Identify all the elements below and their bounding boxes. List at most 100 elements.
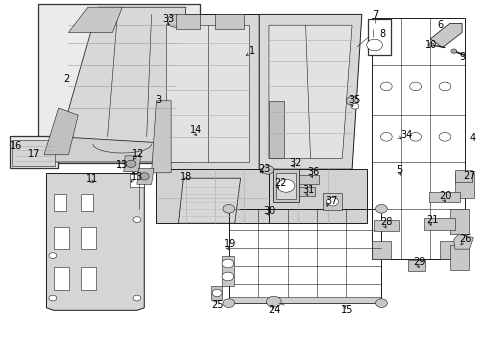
Polygon shape	[453, 234, 472, 249]
Circle shape	[126, 160, 136, 167]
Text: 35: 35	[347, 95, 360, 105]
Text: 19: 19	[224, 239, 236, 249]
Text: 25: 25	[211, 300, 224, 310]
Text: 17: 17	[28, 149, 41, 159]
Polygon shape	[322, 193, 342, 210]
Circle shape	[223, 299, 234, 307]
Polygon shape	[449, 245, 468, 270]
Polygon shape	[222, 256, 233, 286]
Circle shape	[326, 197, 338, 206]
Text: 31: 31	[302, 185, 314, 195]
Circle shape	[366, 39, 382, 51]
Polygon shape	[156, 169, 268, 223]
Bar	[38, 4, 199, 163]
Text: 10: 10	[425, 40, 437, 50]
Text: 21: 21	[426, 215, 438, 225]
Text: 14: 14	[189, 125, 202, 135]
Circle shape	[49, 253, 57, 258]
Polygon shape	[151, 101, 171, 173]
Text: 16: 16	[10, 141, 22, 151]
Circle shape	[350, 103, 358, 109]
Polygon shape	[68, 7, 122, 32]
Polygon shape	[44, 108, 78, 155]
Text: 24: 24	[267, 305, 280, 315]
Polygon shape	[129, 174, 144, 187]
Bar	[81, 227, 96, 249]
Text: 30: 30	[263, 206, 275, 216]
Circle shape	[346, 96, 357, 105]
Circle shape	[380, 132, 391, 141]
Text: 26: 26	[459, 234, 471, 244]
Text: 28: 28	[380, 217, 392, 228]
Polygon shape	[228, 297, 381, 303]
Polygon shape	[449, 209, 468, 234]
Polygon shape	[178, 178, 240, 223]
Text: 33: 33	[162, 14, 174, 24]
Bar	[10, 136, 58, 168]
Polygon shape	[428, 192, 459, 202]
Text: 7: 7	[372, 10, 378, 20]
Text: 2: 2	[63, 74, 70, 84]
Circle shape	[438, 82, 450, 91]
Polygon shape	[454, 170, 471, 182]
Polygon shape	[46, 174, 144, 310]
Bar	[54, 267, 69, 290]
Text: 1: 1	[249, 46, 255, 56]
Polygon shape	[429, 23, 461, 48]
Polygon shape	[268, 101, 283, 158]
Polygon shape	[373, 220, 398, 231]
Polygon shape	[215, 14, 244, 29]
Circle shape	[438, 132, 450, 141]
Polygon shape	[166, 25, 249, 162]
Bar	[81, 194, 93, 211]
Text: 22: 22	[273, 178, 286, 188]
Circle shape	[223, 204, 234, 213]
Polygon shape	[407, 260, 425, 271]
Text: 9: 9	[459, 52, 465, 62]
Text: 36: 36	[306, 167, 319, 177]
Polygon shape	[176, 14, 200, 29]
Circle shape	[133, 295, 141, 301]
Circle shape	[49, 295, 57, 301]
Polygon shape	[156, 14, 259, 173]
Text: 34: 34	[399, 130, 411, 140]
Text: 4: 4	[468, 132, 475, 143]
Text: 3: 3	[155, 95, 162, 105]
Bar	[54, 194, 66, 211]
Polygon shape	[268, 25, 351, 158]
Circle shape	[133, 217, 141, 222]
Text: 12: 12	[132, 149, 144, 159]
Polygon shape	[299, 175, 318, 184]
Polygon shape	[371, 241, 390, 259]
Circle shape	[428, 43, 433, 46]
Circle shape	[409, 132, 421, 141]
Text: 13: 13	[116, 160, 128, 170]
Bar	[81, 267, 96, 290]
Text: 29: 29	[412, 257, 425, 267]
Circle shape	[375, 204, 386, 213]
Text: 5: 5	[395, 165, 402, 175]
Circle shape	[380, 82, 391, 91]
Text: 15: 15	[341, 305, 353, 315]
Text: 6: 6	[437, 20, 443, 30]
Bar	[367, 19, 390, 55]
Circle shape	[222, 259, 233, 268]
Circle shape	[262, 166, 273, 174]
Polygon shape	[137, 168, 154, 184]
Polygon shape	[454, 173, 473, 198]
Polygon shape	[268, 169, 366, 223]
Bar	[54, 227, 69, 249]
Polygon shape	[299, 187, 315, 196]
Text: 13: 13	[131, 172, 143, 182]
Text: 8: 8	[378, 29, 385, 39]
Text: 37: 37	[325, 196, 337, 206]
Polygon shape	[272, 169, 299, 202]
Circle shape	[450, 49, 456, 53]
Polygon shape	[12, 140, 55, 166]
Text: 20: 20	[438, 191, 450, 201]
Circle shape	[139, 173, 149, 180]
Circle shape	[266, 296, 281, 307]
Text: 11: 11	[85, 174, 98, 184]
Circle shape	[222, 272, 233, 281]
Polygon shape	[439, 241, 464, 259]
